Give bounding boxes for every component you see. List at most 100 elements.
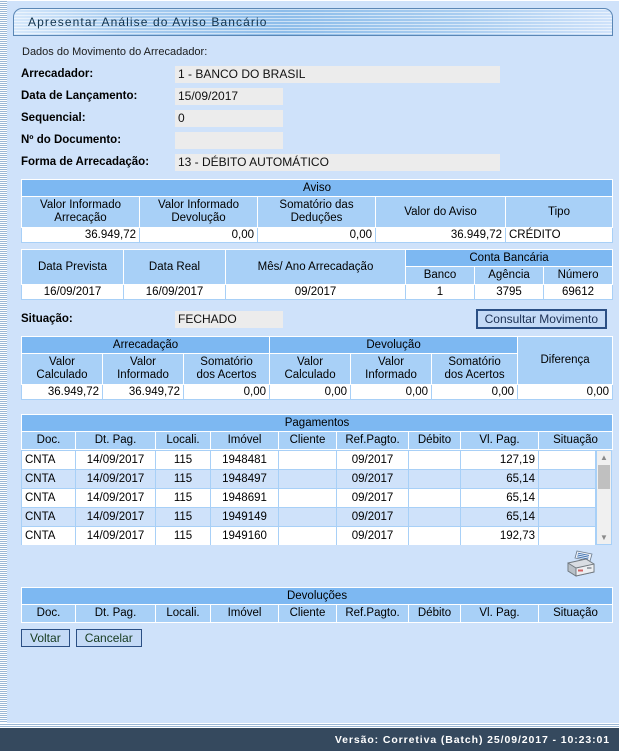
- resumo-col-5-line2: dos Acertos: [444, 369, 505, 381]
- datas-conta-data-row: 16/09/2017 16/09/2017 09/2017 1 3795 696…: [21, 284, 614, 300]
- pagamentos-rows-table: CNTA 14/09/2017 115 1948481 09/2017 127,19 CNT…: [21, 450, 596, 545]
- col-devol-valor-calculado: Valor Calculado: [269, 353, 352, 385]
- table-cell: 115: [155, 507, 211, 527]
- table-cell: 09/2017: [336, 450, 409, 470]
- label-situacao: Situação:: [21, 313, 73, 325]
- table-cell: 09/2017: [336, 507, 409, 527]
- resumo-col-4-line1: Valor: [378, 356, 405, 368]
- cell-numero: 69612: [542, 284, 614, 300]
- aviso-col-0-line2: Arrecação: [54, 212, 107, 224]
- table-cell: 192,73: [460, 526, 539, 545]
- aviso-cell-valor-informado-devolucao: 0,00: [139, 227, 258, 243]
- table-cell: 09/2017: [336, 469, 409, 489]
- printer-icon[interactable]: [564, 549, 598, 579]
- aviso-cell-tipo: CRÉDITO: [504, 227, 614, 243]
- table-row[interactable]: CNTA 14/09/2017 115 1948481 09/2017 127,19: [21, 450, 596, 470]
- dev-col-debito: Débito: [408, 604, 461, 623]
- footer-separator: [0, 723, 619, 728]
- left-decorative-edge: [0, 0, 7, 728]
- table-cell: CNTA: [21, 488, 76, 508]
- band-devolucao: Devolução: [269, 336, 519, 354]
- pag-col-doc: Doc.: [21, 431, 76, 450]
- cell-mes-ano: 09/2017: [225, 284, 406, 300]
- cell-arrec-valor-informado: 36.949,72: [102, 384, 184, 400]
- label-numero-documento: Nº do Documento:: [21, 134, 122, 146]
- table-cell: 65,14: [460, 469, 539, 489]
- band-arrecadacao: Arrecadação: [20, 336, 271, 354]
- table-cell: CNTA: [21, 507, 76, 527]
- aviso-col-2-line1: Somatório das: [279, 199, 354, 211]
- table-cell: [538, 507, 596, 527]
- voltar-button[interactable]: Voltar: [21, 629, 70, 647]
- col-arrec-valor-informado: Valor Informado: [102, 353, 184, 385]
- resumo-col-2-line1: Somatório: [200, 356, 253, 368]
- pag-col-ref-pagto: Ref.Pagto.: [336, 431, 409, 450]
- aviso-col-2-line2: Deduções: [290, 212, 343, 224]
- aviso-table: Aviso Valor Informado Arrecação Valor In…: [20, 179, 614, 243]
- aviso-col-somatorio-deducoes: Somatório das Deduções: [257, 196, 376, 228]
- table-cell: CNTA: [21, 526, 76, 545]
- cancelar-button[interactable]: Cancelar: [75, 629, 142, 647]
- table-cell: [408, 507, 461, 527]
- status-bar: Versão: Corretiva (Batch) 25/09/2017 - 1…: [0, 728, 619, 751]
- table-row[interactable]: CNTA 14/09/2017 115 1949149 09/2017 65,14: [21, 507, 596, 527]
- col-devol-valor-informado: Valor Informado: [350, 353, 433, 385]
- pagamentos-scrollbar[interactable]: ▲ ▼: [596, 450, 612, 545]
- version-text: Versão: Corretiva (Batch) 25/09/2017 - 1…: [334, 733, 610, 746]
- aviso-col-tipo: Tipo: [504, 196, 614, 228]
- label-sequencial: Sequencial:: [21, 112, 86, 124]
- aviso-col-1-line2: Devolução: [171, 212, 226, 224]
- dev-col-doc: Doc.: [21, 604, 76, 623]
- pagamentos-scroll-area: CNTA 14/09/2017 115 1948481 09/2017 127,19 CNT…: [21, 450, 612, 545]
- aviso-col-valor-do-aviso: Valor do Aviso: [375, 196, 506, 228]
- dev-col-imovel: Imóvel: [210, 604, 279, 623]
- cell-banco: 1: [405, 284, 475, 300]
- table-cell: [408, 526, 461, 545]
- field-row-arrecadador: Arrecadador: 1 - BANCO DO BRASIL: [21, 63, 619, 85]
- col-arrec-valor-calculado: Valor Calculado: [21, 353, 103, 385]
- dev-col-situacao: Situação: [537, 604, 614, 623]
- datas-conta-table: Data Prevista Data Real Mês/ Ano Arrecad…: [21, 249, 614, 300]
- table-cell: 1948691: [210, 488, 279, 508]
- label-data-lancamento: Data de Lançamento:: [21, 90, 138, 102]
- table-cell: 1948481: [210, 450, 279, 470]
- aviso-cell-valor-informado-arrecacao: 36.949,72: [21, 227, 140, 243]
- scroll-up-arrow-icon[interactable]: ▲: [597, 451, 611, 464]
- value-numero-documento: [175, 131, 283, 149]
- table-cell: 115: [155, 488, 211, 508]
- pag-col-vl-pag: Vl. Pag.: [460, 431, 539, 450]
- table-cell: 14/09/2017: [75, 526, 156, 545]
- table-cell: 115: [155, 526, 211, 545]
- table-cell: 14/09/2017: [75, 469, 156, 489]
- consultar-movimento-button[interactable]: Consultar Movimento: [475, 309, 607, 329]
- movement-data-form: Dados do Movimento do Arrecadador: Arrec…: [7, 36, 619, 173]
- col-mes-ano-arrecadacao: Mês/ Ano Arrecadação: [225, 249, 406, 285]
- page-title: Apresentar Análise do Aviso Bancário: [28, 15, 268, 29]
- aviso-band-header: Aviso: [20, 179, 614, 197]
- table-cell: [538, 450, 596, 470]
- col-arrec-somatorio-acertos: Somatório dos Acertos: [182, 353, 271, 385]
- dev-col-locali: Locali.: [155, 604, 211, 623]
- table-row[interactable]: CNTA 14/09/2017 115 1948691 09/2017 65,14: [21, 488, 596, 508]
- table-cell: 14/09/2017: [75, 507, 156, 527]
- pagamentos-section: Pagamentos Doc. Dt. Pag. Locali. Imóvel …: [20, 414, 614, 545]
- label-arrecadador: Arrecadador:: [21, 68, 94, 80]
- cell-diferenca: 0,00: [517, 384, 614, 400]
- situacao-row: Situação: FECHADO Consultar Movimento: [21, 308, 619, 330]
- table-row[interactable]: CNTA 14/09/2017 115 1949160 09/2017 192,73: [21, 526, 596, 545]
- page-body: Apresentar Análise do Aviso Bancário Dad…: [7, 0, 619, 728]
- col-agencia: Agência: [474, 266, 544, 285]
- table-cell: CNTA: [21, 450, 76, 470]
- pagamentos-viewport: CNTA 14/09/2017 115 1948481 09/2017 127,19 CNT…: [21, 450, 612, 545]
- scroll-down-arrow-icon[interactable]: ▼: [597, 531, 611, 544]
- aviso-col-valor-informado-arrecacao: Valor Informado Arrecação: [21, 196, 140, 228]
- table-cell: [278, 450, 337, 470]
- table-cell: 09/2017: [336, 488, 409, 508]
- scrollbar-thumb[interactable]: [598, 465, 610, 489]
- pag-col-locali: Locali.: [155, 431, 211, 450]
- table-row[interactable]: CNTA 14/09/2017 115 1948497 09/2017 65,14: [21, 469, 596, 489]
- col-data-prevista: Data Prevista: [21, 249, 124, 285]
- table-cell: 65,14: [460, 488, 539, 508]
- value-data-lancamento: 15/09/2017: [175, 87, 283, 105]
